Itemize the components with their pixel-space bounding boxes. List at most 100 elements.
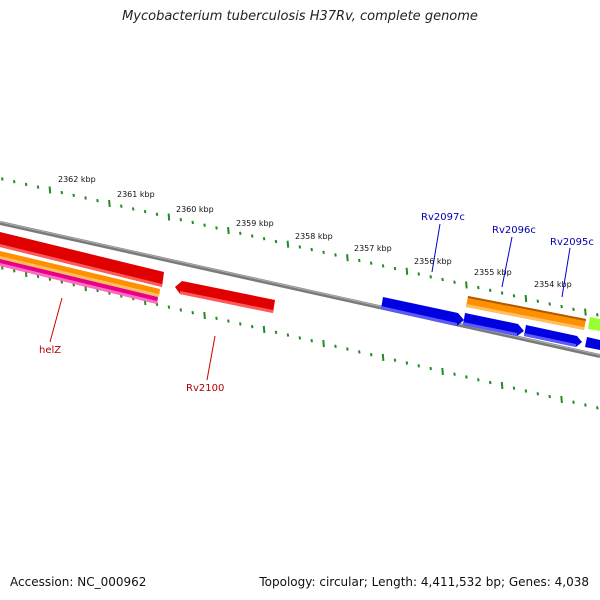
minor-tick: [60, 280, 64, 284]
minor-tick: [298, 336, 302, 340]
genome-backbone: [0, 221, 600, 358]
scale-label: 2359 kbp: [236, 219, 274, 228]
minor-tick: [1, 177, 4, 181]
minor-tick: [215, 316, 218, 320]
feature-rv2097c[interactable]: [381, 297, 464, 326]
scale-label: 2357 kbp: [354, 244, 392, 253]
minor-tick: [453, 372, 456, 376]
minor-tick: [393, 358, 397, 362]
minor-tick: [536, 299, 540, 303]
major-tick: [584, 308, 587, 316]
minor-tick: [512, 294, 516, 298]
major-tick: [262, 325, 266, 334]
minor-tick: [250, 325, 254, 329]
minor-tick: [286, 333, 290, 337]
accession-text: Accession: NC_000962: [10, 575, 147, 589]
minor-tick: [12, 269, 16, 273]
minor-tick: [239, 322, 242, 326]
minor-tick: [453, 280, 456, 284]
minor-tick: [72, 283, 75, 287]
minor-tick: [24, 182, 28, 187]
gene-label-helz[interactable]: helZ: [39, 345, 61, 356]
minor-tick: [310, 339, 313, 343]
minor-tick: [488, 288, 492, 292]
gene-label-rv2095c[interactable]: Rv2095c: [550, 237, 594, 248]
minor-tick: [429, 366, 432, 371]
scale-labels: 2362 kbp 2361 kbp 2360 kbp 2359 kbp 2358…: [58, 175, 572, 289]
minor-tick: [12, 180, 16, 184]
outer-tick-ring: [1, 177, 599, 317]
minor-tick: [322, 250, 325, 254]
minor-tick: [155, 212, 159, 216]
minor-tick: [143, 209, 147, 214]
major-tick: [227, 227, 230, 235]
minor-tick: [250, 234, 254, 238]
minor-tick: [524, 389, 528, 393]
minor-tick: [120, 204, 123, 208]
minor-tick: [48, 277, 52, 281]
scale-label: 2354 kbp: [534, 280, 572, 289]
minor-tick: [536, 392, 540, 396]
minor-tick: [72, 193, 75, 197]
major-tick: [465, 281, 468, 289]
major-tick: [286, 240, 290, 248]
minor-tick: [584, 403, 587, 407]
minor-tick: [560, 304, 563, 309]
feature-red-left[interactable]: [0, 232, 164, 287]
minor-tick: [334, 253, 337, 257]
minor-tick: [477, 285, 480, 290]
major-tick: [322, 339, 325, 348]
gene-labels: helZ Rv2100 Rv2097c Rv2096c Rv2095c: [39, 212, 594, 394]
minor-tick: [191, 311, 194, 315]
major-tick: [167, 213, 171, 221]
major-tick: [108, 199, 111, 207]
feature-rv2096c[interactable]: [463, 313, 524, 336]
major-tick: [203, 311, 206, 320]
minor-tick: [429, 275, 432, 279]
minor-tick: [477, 378, 480, 382]
minor-tick: [596, 313, 599, 317]
minor-tick: [310, 247, 313, 252]
major-tick: [560, 395, 563, 403]
minor-tick: [369, 261, 373, 265]
scale-label: 2356 kbp: [414, 257, 452, 266]
feature-green-right[interactable]: [588, 317, 600, 331]
minor-tick: [262, 237, 266, 241]
minor-tick: [441, 277, 444, 282]
major-tick: [405, 267, 409, 275]
gene-label-rv2097c[interactable]: Rv2097c: [421, 212, 465, 223]
major-tick: [48, 186, 52, 194]
genome-summary-text: Topology: circular; Length: 4,411,532 bp…: [259, 575, 589, 589]
gene-label-rv2096c[interactable]: Rv2096c: [492, 225, 536, 236]
minor-tick: [203, 223, 206, 227]
map-title: Mycobacterium tuberculosis H37Rv, comple…: [122, 9, 478, 24]
major-tick: [381, 353, 385, 361]
minor-tick: [572, 307, 575, 311]
minor-tick: [179, 308, 183, 312]
scale-label: 2361 kbp: [117, 190, 155, 199]
feature-rv2095c[interactable]: [524, 325, 582, 347]
feature-blue-edge[interactable]: [585, 337, 600, 350]
minor-tick: [179, 218, 183, 222]
minor-tick: [548, 394, 551, 399]
minor-tick: [84, 196, 87, 200]
minor-tick: [358, 350, 361, 354]
minor-tick: [346, 347, 349, 351]
minor-tick: [227, 319, 230, 323]
minor-tick: [369, 353, 373, 357]
minor-tick: [1, 266, 4, 270]
minor-tick: [465, 375, 468, 379]
minor-tick: [393, 266, 397, 271]
gene-label-rv2100[interactable]: Rv2100: [186, 383, 224, 394]
major-tick: [524, 294, 528, 303]
minor-tick: [381, 264, 385, 268]
minor-tick: [548, 302, 551, 306]
scale-label: 2360 kbp: [176, 205, 214, 214]
minor-tick: [405, 361, 409, 365]
feature-orange-right[interactable]: [466, 296, 586, 330]
minor-tick: [334, 344, 337, 348]
minor-tick: [36, 274, 40, 279]
feature-rv2100[interactable]: [175, 281, 275, 313]
label-connectors: [49, 223, 571, 381]
